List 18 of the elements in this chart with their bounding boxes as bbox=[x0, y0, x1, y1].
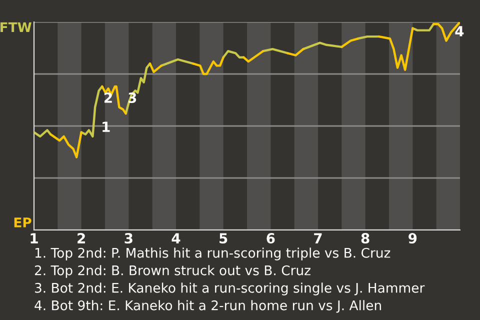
x-tick-label: 7 bbox=[314, 233, 322, 244]
x-tick-label: 2 bbox=[78, 233, 85, 244]
text: 4. Bot 9th: E. Kaneko hit a 2-run home run vs J. Allen bbox=[34, 300, 381, 313]
x-tick-label: 3 bbox=[124, 233, 132, 244]
text: 3. Bot 2nd: E. Kaneko hit a run-scoring single vs J. Hammer bbox=[35, 282, 425, 296]
text: 1. Top 2nd: P. Mathis hit a run-scoring triple vs B. Cruz bbox=[35, 248, 390, 260]
text: EP bbox=[14, 218, 32, 228]
x-tick-label: 4 bbox=[172, 233, 180, 244]
x-tick-label: 8 bbox=[361, 233, 370, 244]
annotation: 1 bbox=[102, 122, 110, 132]
x-tick-label: 5 bbox=[220, 233, 228, 244]
annotation: 4 bbox=[455, 26, 464, 36]
annotation: 2 bbox=[104, 92, 112, 103]
text: FTW bbox=[0, 22, 32, 32]
x-tick-label: 9 bbox=[408, 233, 417, 244]
x-tick-label: 6 bbox=[266, 233, 275, 244]
text: 2. Top 2nd: B. Brown struck out vs B. Cruz bbox=[34, 265, 310, 278]
x-tick-label: 1 bbox=[30, 233, 38, 244]
